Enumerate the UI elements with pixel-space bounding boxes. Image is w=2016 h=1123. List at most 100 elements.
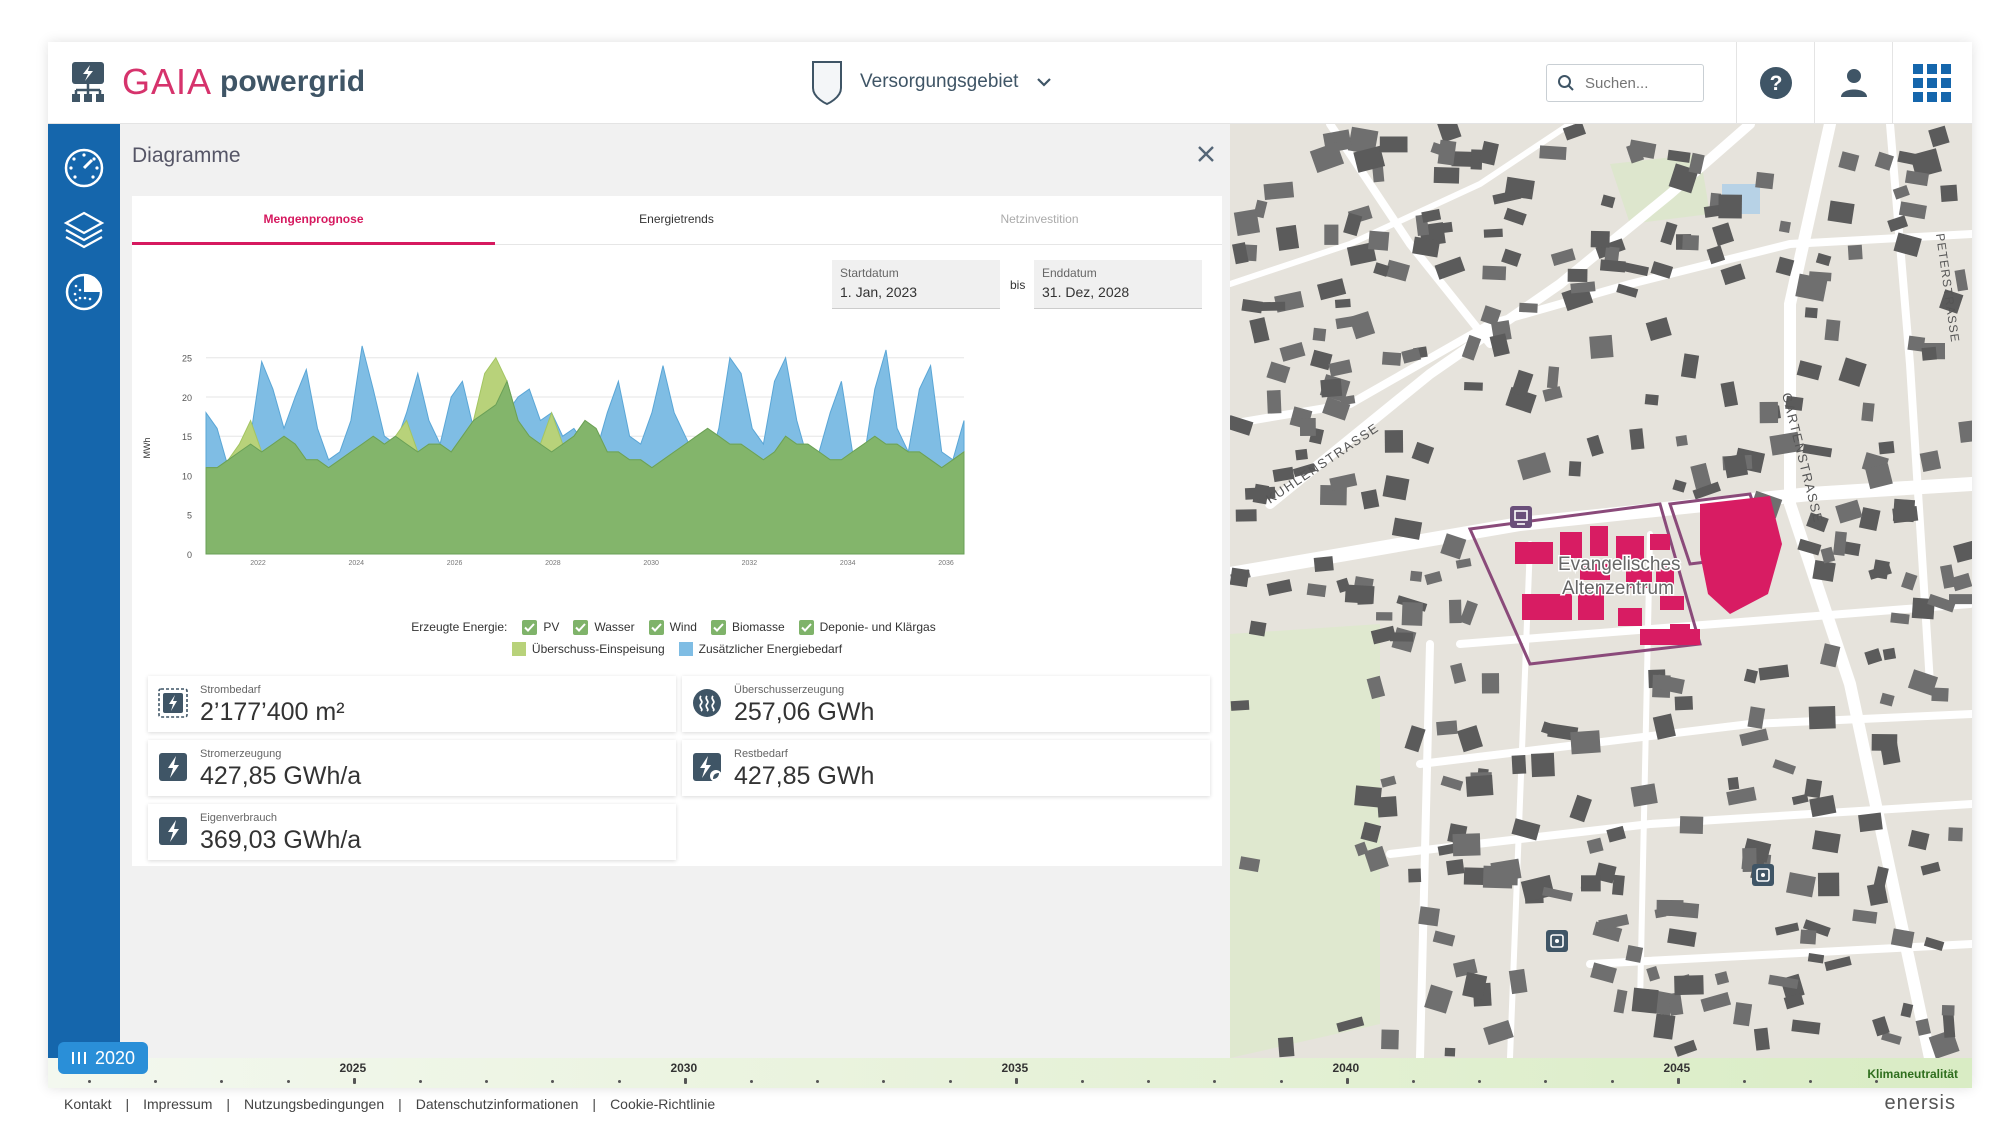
footer-link-cookie[interactable]: Cookie-Richtlinie [610, 1096, 716, 1112]
building [1570, 281, 1596, 294]
building [1954, 269, 1969, 292]
legend-wind[interactable]: Wind [648, 619, 697, 635]
tab-netzinvestition[interactable]: Netzinvestition [1000, 212, 1079, 226]
legend-ueberschuss[interactable]: Überschuss-Einspeisung [511, 642, 665, 656]
map-canvas[interactable]: KUHLENSTRASSE GARTENSTRASSE PETERSTRASSE… [1230, 124, 1972, 1058]
map-view[interactable]: KUHLENSTRASSE GARTENSTRASSE PETERSTRASSE… [1230, 124, 1972, 1058]
map-marker-charging[interactable] [1546, 930, 1568, 952]
poi-label-line2: Altenzentrum [1562, 578, 1674, 599]
apps-button[interactable] [1892, 42, 1971, 123]
building [1489, 333, 1510, 358]
footer-link-kontakt[interactable]: Kontakt [64, 1096, 112, 1112]
checkbox-checked-icon [648, 619, 664, 635]
timeline-tick [1147, 1080, 1151, 1083]
start-date-label: Startdatum [840, 266, 899, 280]
building [1807, 953, 1825, 964]
timeline-current-year[interactable]: 2020 [58, 1042, 148, 1074]
search-box[interactable] [1546, 64, 1704, 102]
help-button[interactable]: ? [1736, 42, 1815, 123]
building [1480, 305, 1502, 326]
end-date-field[interactable]: Enddatum 31. Dez, 2028 [1034, 260, 1202, 309]
building [1890, 928, 1915, 949]
building [1313, 556, 1334, 573]
building [1809, 795, 1837, 818]
y-tick-label: 5 [187, 511, 192, 521]
building [1769, 431, 1801, 456]
panel-title: Diagramme [132, 144, 241, 167]
building [1376, 612, 1393, 621]
building [1907, 669, 1939, 696]
footer-link-impressum[interactable]: Impressum [143, 1096, 213, 1112]
date-range-separator: bis [1010, 278, 1026, 292]
x-tick-label: 2024 [348, 560, 364, 567]
building [1808, 706, 1836, 730]
building [1409, 570, 1423, 582]
search-input[interactable] [1583, 73, 1697, 93]
legend-biomasse[interactable]: Biomasse [710, 619, 785, 635]
legend-pv[interactable]: PV [522, 619, 559, 635]
footer-link-datenschutz[interactable]: Datenschutzinformationen [415, 1096, 579, 1112]
user-button[interactable] [1814, 42, 1893, 123]
left-sidebar [48, 124, 120, 1058]
building [1619, 261, 1649, 277]
building [1712, 222, 1735, 247]
building [1581, 875, 1601, 892]
timeline-year-label[interactable]: 2035 [1001, 1061, 1029, 1075]
building [1611, 874, 1625, 896]
legend-zusaetzlich[interactable]: Zusätzlicher Energiebedarf [678, 642, 842, 656]
user-icon [1841, 68, 1867, 97]
timeline-tick [1610, 1080, 1614, 1083]
logo[interactable]: GAIA powergrid [68, 60, 365, 104]
timeline-tick [154, 1080, 158, 1083]
building [1653, 1013, 1676, 1040]
building [1629, 428, 1645, 450]
footer-link-nutzungsbedingungen[interactable]: Nutzungsbedingungen [244, 1096, 385, 1112]
building [1626, 142, 1645, 164]
building [1927, 593, 1956, 613]
legend-deponie[interactable]: Deponie- und Klärgas [798, 619, 936, 635]
timeline-year-label[interactable]: 2040 [1332, 1061, 1360, 1075]
building [1680, 353, 1700, 379]
building [1483, 228, 1503, 238]
kpi-eigenverbrauch: Eigenverbrauch 369,03 GWh/a [148, 804, 676, 860]
legend-wasser[interactable]: Wasser [573, 619, 635, 635]
building [1317, 278, 1347, 301]
building [1455, 558, 1472, 569]
building [1322, 396, 1351, 421]
svg-text:?: ? [1770, 72, 1783, 95]
building [1436, 720, 1458, 736]
map-marker-substation[interactable] [1510, 506, 1532, 528]
timeline-tick [816, 1080, 820, 1083]
building [1266, 579, 1293, 596]
building [1389, 632, 1414, 642]
building [1650, 261, 1674, 279]
building [1786, 872, 1816, 898]
building [1295, 448, 1308, 461]
sidebar-item-dashboard[interactable] [62, 146, 106, 190]
sidebar-item-layers[interactable] [62, 208, 106, 252]
timeline-bar[interactable]: 2020 Klimaneutralität 2025 2030 2035 2040 20… [48, 1042, 1972, 1088]
building [1613, 989, 1628, 1014]
building [1230, 567, 1250, 588]
timeline-year-label[interactable]: 2030 [670, 1061, 698, 1075]
building [1852, 909, 1878, 924]
start-date-field[interactable]: Startdatum 1. Jan, 2023 [832, 260, 1000, 309]
building [1791, 793, 1809, 806]
map-marker-charging[interactable] [1752, 864, 1774, 886]
close-icon[interactable] [1196, 144, 1216, 164]
legend-wasser-label: Wasser [594, 620, 635, 634]
timeline-year-label[interactable]: 2045 [1663, 1061, 1691, 1075]
building [1812, 830, 1841, 854]
building [1360, 821, 1382, 843]
building [1928, 125, 1950, 148]
building [1868, 564, 1892, 580]
area-selector[interactable]: Versorgungsgebiet [810, 58, 1052, 106]
building [1690, 462, 1712, 490]
building [1309, 142, 1345, 173]
tab-energietrends[interactable]: Energietrends [639, 212, 714, 226]
apps-grid-icon [1913, 63, 1951, 102]
sidebar-item-charts[interactable] [62, 270, 106, 314]
timeline-year-label[interactable]: 2025 [339, 1061, 367, 1075]
tab-mengenprognose[interactable]: Mengenprognose [132, 196, 495, 245]
building [1838, 151, 1860, 172]
